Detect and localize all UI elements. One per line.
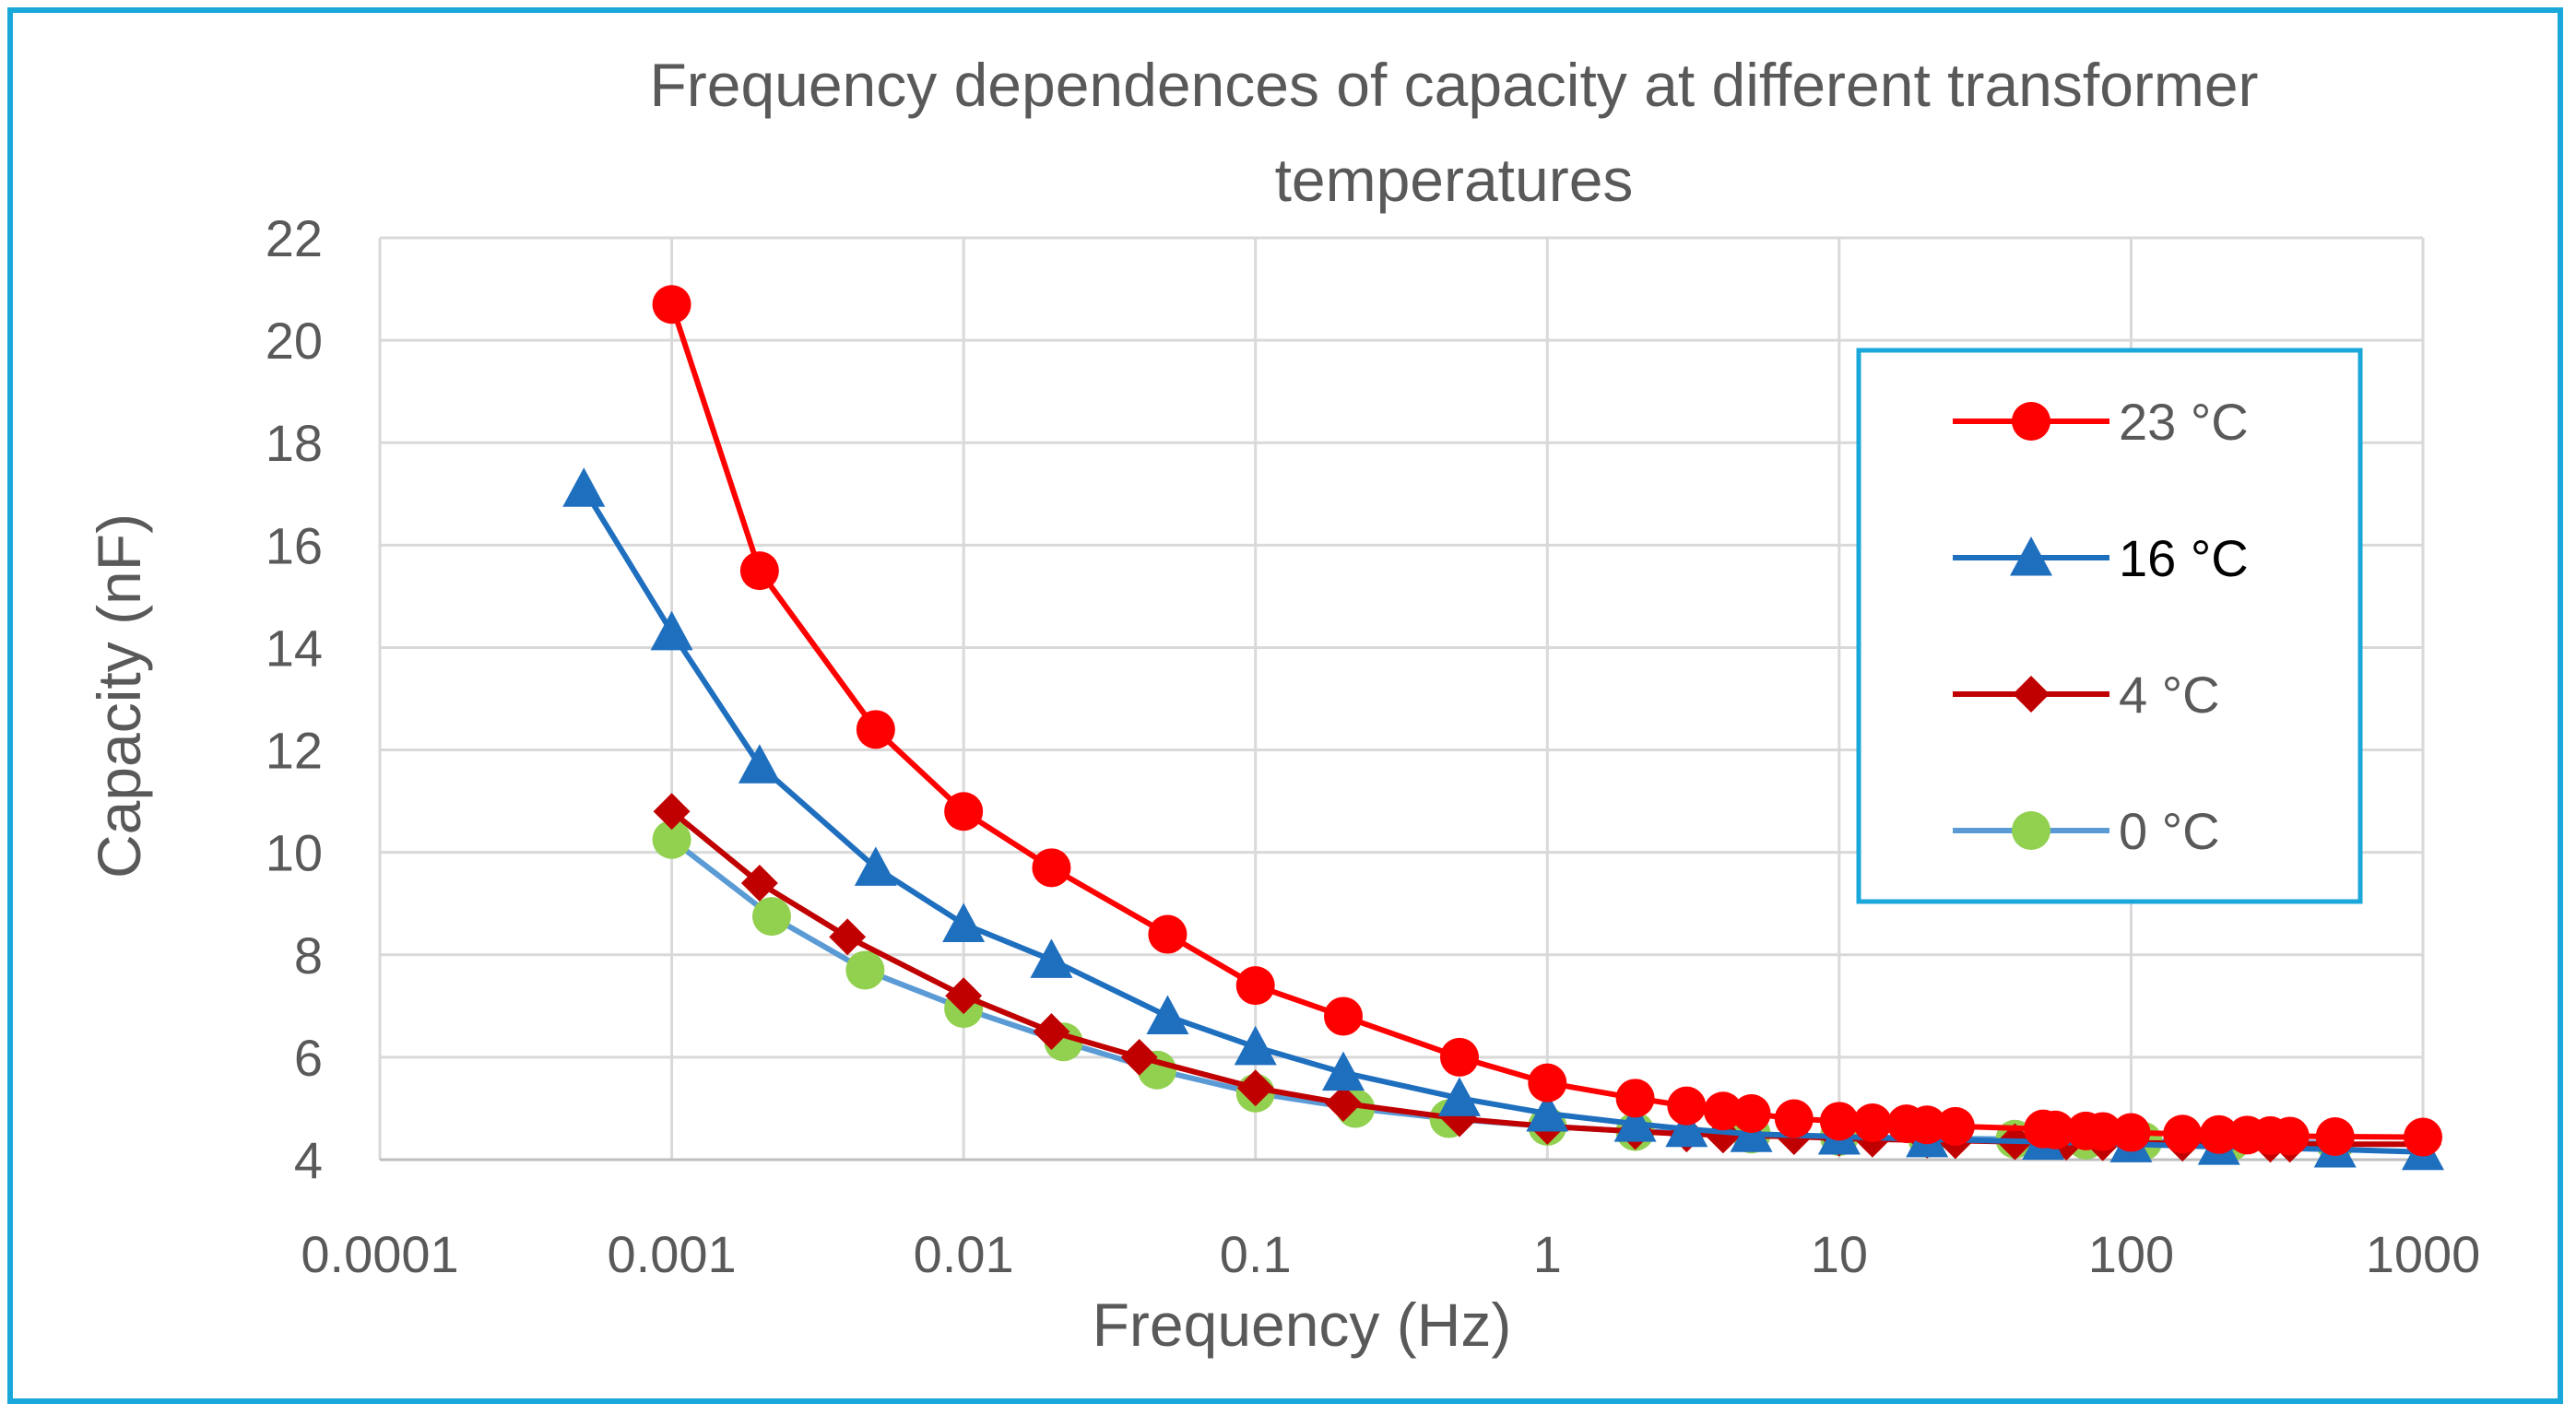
series-4c-point [945, 977, 983, 1015]
series-23c-point [1615, 1079, 1655, 1118]
y-tick-label: 6 [294, 1029, 323, 1087]
series-16c-point [1526, 1092, 1569, 1132]
series-16c-point [1146, 995, 1189, 1034]
x-axis-label: Frequency (Hz) [1093, 1291, 1512, 1359]
series-16c-point [1030, 938, 1073, 978]
series-23c-point [1774, 1099, 1814, 1138]
chart-title-line-1: Frequency dependences of capacity at dif… [649, 51, 2258, 119]
x-tick-label: 0.0001 [301, 1225, 458, 1283]
series-16c-point [1322, 1051, 1365, 1091]
y-tick-label: 20 [266, 312, 323, 370]
series-16c-point [562, 467, 606, 507]
series-group [562, 285, 2444, 1171]
series-4c-point [1236, 1069, 1274, 1107]
series-16c-point [1437, 1077, 1481, 1116]
series-23c-point [2163, 1114, 2203, 1154]
series-23c-point [1667, 1086, 1707, 1126]
y-tick-label: 10 [266, 824, 323, 882]
series-23c-point [2111, 1113, 2151, 1152]
series-4c-point [829, 918, 867, 956]
series-0c-point [652, 820, 691, 859]
series-23c [652, 285, 2442, 1157]
y-tick-label: 4 [294, 1131, 323, 1189]
legend-marker [2010, 537, 2052, 576]
series-23c-point [1032, 848, 1071, 888]
series-23c-point [2270, 1116, 2310, 1156]
series-23c-point [944, 792, 984, 831]
series-23c-point [856, 710, 895, 749]
series-4c-point [1120, 1038, 1158, 1076]
series-23c-point [1703, 1091, 1743, 1131]
x-tick-label: 1000 [2366, 1225, 2481, 1283]
series-23c-point [652, 285, 691, 324]
series-23c-point [2036, 1110, 2075, 1150]
legend-marker [2012, 402, 2050, 441]
series-0c-point [751, 897, 791, 937]
series-23c-point [1852, 1103, 1892, 1142]
legend-label: 4 °C [2119, 666, 2220, 724]
series-4c-point [1704, 1116, 1742, 1154]
series-16c-point [1613, 1103, 1657, 1142]
x-tick-label: 1 [1533, 1225, 1562, 1283]
series-23c-point [1324, 996, 1364, 1036]
y-tick-label: 12 [266, 722, 323, 780]
y-tick-label: 8 [294, 926, 323, 985]
legend-label: 23 °C [2119, 393, 2249, 451]
y-tick-label: 18 [266, 414, 323, 472]
series-16c-point [942, 902, 986, 942]
chart-title-line-2: temperatures [1275, 146, 1634, 214]
series-16c-point [650, 610, 693, 651]
legend: 23 °C 16 °C 4 °C 0 °C [1856, 348, 2363, 904]
y-tick-label: 14 [266, 619, 323, 677]
legend-label: 0 °C [2119, 802, 2220, 860]
x-tick-label: 0.001 [608, 1225, 737, 1283]
x-tick-label: 0.1 [1220, 1225, 1292, 1283]
x-tick-label: 0.01 [914, 1225, 1014, 1283]
series-23c-point [1908, 1105, 1947, 1145]
series-23c-point [2199, 1114, 2239, 1154]
legend-marker [2013, 676, 2050, 713]
x-tick-label: 10 [1811, 1225, 1868, 1283]
series-16c-point [1234, 1025, 1277, 1066]
series-23c-point [739, 551, 779, 591]
y-tick-labels: 4 6 8 10 12 14 16 18 20 22 [266, 209, 323, 1189]
series-23c-point [2315, 1117, 2355, 1156]
series-4c-point [1325, 1084, 1362, 1122]
series-4c-point [1033, 1013, 1070, 1051]
series-4c-point [653, 793, 691, 831]
legend-box [1856, 348, 2363, 904]
series-23c-point [1148, 914, 1188, 954]
series-23c-point [1528, 1063, 1567, 1103]
series-0c-point [845, 950, 885, 990]
x-tick-labels: 0.0001 0.001 0.01 0.1 1 10 100 1000 [301, 1225, 2480, 1283]
series-23c-point [1731, 1094, 1771, 1133]
y-tick-label: 22 [266, 209, 323, 267]
series-23c-point [2083, 1112, 2122, 1151]
series-23c-point [1935, 1106, 1975, 1146]
legend-marker [2012, 811, 2050, 850]
series-16c-point [738, 744, 781, 784]
series-23c-point [1235, 966, 1275, 1006]
y-axis-label: Capacity (nF) [85, 513, 153, 878]
series-4c-point [740, 865, 778, 902]
series-16c-point [854, 846, 897, 886]
y-tick-label: 16 [266, 516, 323, 574]
series-23c-point [1819, 1102, 1859, 1141]
series-23c-point [1439, 1037, 1479, 1077]
legend-label: 16 °C [2119, 529, 2249, 587]
series-16c-point [1665, 1107, 1708, 1148]
x-tick-label: 100 [2088, 1225, 2174, 1283]
series-23c-point [2404, 1117, 2442, 1157]
